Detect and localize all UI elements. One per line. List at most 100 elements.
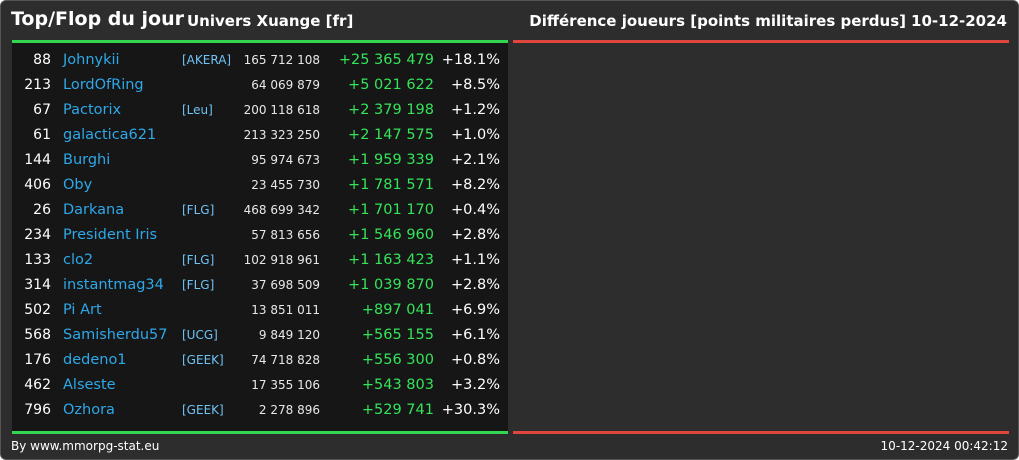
- military-points-lost: 17 355 106: [251, 378, 320, 392]
- player-rank: 61: [33, 127, 51, 143]
- alliance-tag[interactable]: [GEEK]: [182, 403, 224, 417]
- points-difference: +556 300: [361, 352, 434, 368]
- player-name-link[interactable]: clo2: [63, 252, 94, 268]
- player-rank: 462: [24, 377, 51, 393]
- player-name-link[interactable]: Oby: [63, 177, 93, 193]
- player-rank: 88: [33, 52, 51, 68]
- table-row: 502 Pi Art 13 851 011 +897 041 +6.9%: [12, 298, 508, 323]
- military-points-lost: 165 712 108: [243, 53, 320, 67]
- player-rank: 213: [24, 77, 51, 93]
- bottom-divider-green: [12, 431, 508, 434]
- top-divider-green: [12, 40, 508, 43]
- military-points-lost: 9 849 120: [258, 328, 320, 342]
- alliance-tag[interactable]: [GEEK]: [182, 353, 224, 367]
- date-label: 10-12-2024: [911, 12, 1007, 30]
- points-difference: +543 803: [361, 377, 434, 393]
- player-rank: 67: [33, 102, 51, 118]
- player-name-link[interactable]: dedeno1: [63, 352, 127, 368]
- percent-change: +2.1%: [451, 152, 500, 168]
- percent-change: +2.8%: [451, 277, 500, 293]
- points-difference: +5 021 622: [348, 77, 434, 93]
- alliance-tag[interactable]: [FLG]: [182, 203, 215, 217]
- table-row: 144 Burghi 95 974 673 +1 959 339 +2.1%: [12, 148, 508, 173]
- player-name-link[interactable]: Darkana: [63, 202, 125, 218]
- player-name-link[interactable]: instantmag34: [63, 277, 164, 293]
- military-points-lost: 64 069 879: [251, 78, 320, 92]
- percent-change: +1.0%: [451, 127, 500, 143]
- alliance-tag[interactable]: [Leu]: [182, 103, 213, 117]
- points-difference: +529 741: [361, 402, 434, 418]
- player-name-link[interactable]: Ozhora: [63, 402, 115, 418]
- percent-change: +3.2%: [451, 377, 500, 393]
- alliance-tag[interactable]: [FLG]: [182, 253, 215, 267]
- player-rank: 568: [24, 327, 51, 343]
- table-row: 67 Pactorix [Leu] 200 118 618 +2 379 198 +1.2…: [12, 98, 508, 123]
- player-name-link[interactable]: Pactorix: [63, 102, 122, 118]
- table-row: 133 clo2 [FLG] 102 918 961 +1 163 423 +1.1%: [12, 248, 508, 273]
- military-points-lost: 57 813 656: [251, 228, 320, 242]
- player-name-link[interactable]: LordOfRing: [63, 77, 144, 93]
- player-rank: 26: [33, 202, 51, 218]
- points-difference: +1 959 339: [348, 152, 434, 168]
- player-name-link[interactable]: Johnykii: [63, 52, 120, 68]
- alliance-tag[interactable]: [AKERA]: [182, 53, 232, 67]
- table-row: 462 Alseste 17 355 106 +543 803 +3.2%: [12, 373, 508, 398]
- points-difference: +1 039 870: [348, 277, 434, 293]
- player-rank: 176: [24, 352, 51, 368]
- bottom-divider-red: [513, 431, 1009, 434]
- player-name-link[interactable]: Burghi: [63, 152, 111, 168]
- points-difference: +1 163 423: [348, 252, 434, 268]
- table-row: 88 Johnykii [AKERA] 165 712 108 +25 365 479 +…: [12, 48, 508, 73]
- military-points-lost: 200 118 618: [243, 103, 320, 117]
- percent-change: +6.9%: [451, 302, 500, 318]
- percent-change: +30.3%: [441, 402, 500, 418]
- generated-timestamp: 10-12-2024 00:42:12: [880, 439, 1008, 453]
- player-name-link[interactable]: Pi Art: [63, 302, 102, 318]
- player-name-link[interactable]: President Iris: [63, 227, 158, 243]
- points-difference: +1 701 170: [348, 202, 434, 218]
- player-rank: 502: [24, 302, 51, 318]
- military-points-lost: 23 455 730: [251, 178, 320, 192]
- player-rank: 133: [24, 252, 51, 268]
- military-points-lost: 468 699 342: [243, 203, 320, 217]
- percent-change: +18.1%: [441, 52, 500, 68]
- percent-change: +0.4%: [451, 202, 500, 218]
- universe-label: Univers Xuange [fr]: [187, 12, 354, 30]
- table-row: 314 instantmag34 [FLG] 37 698 509 +1 039 870…: [12, 273, 508, 298]
- table-row: 61 galactica621 213 323 250 +2 147 575 +1.0%: [12, 123, 508, 148]
- page-title: Top/Flop du jour: [11, 8, 184, 30]
- flop-players-panel: [513, 43, 1009, 431]
- military-points-lost: 2 278 896: [258, 403, 320, 417]
- player-name-link[interactable]: Alseste: [63, 377, 116, 393]
- alliance-tag[interactable]: [FLG]: [182, 278, 215, 292]
- percent-change: +2.8%: [451, 227, 500, 243]
- top-players-table: 88 Johnykii [AKERA] 165 712 108 +25 365 479 +…: [12, 43, 508, 431]
- alliance-tag[interactable]: [UCG]: [182, 328, 218, 342]
- player-name-link[interactable]: Samisherdu57: [63, 327, 168, 343]
- percent-change: +8.5%: [451, 77, 500, 93]
- flop-divider-red: [513, 40, 1009, 43]
- player-rank: 796: [24, 402, 51, 418]
- percent-change: +6.1%: [451, 327, 500, 343]
- percent-change: +1.2%: [451, 102, 500, 118]
- percent-change: +8.2%: [451, 177, 500, 193]
- military-points-lost: 74 718 828: [251, 353, 320, 367]
- table-row: 26 Darkana [FLG] 468 699 342 +1 701 170 +0.4%: [12, 198, 508, 223]
- percent-change: +0.8%: [451, 352, 500, 368]
- points-difference: +897 041: [361, 302, 434, 318]
- table-row: 213 LordOfRing 64 069 879 +5 021 622 +8.5%: [12, 73, 508, 98]
- table-row: 568 Samisherdu57 [UCG] 9 849 120 +565 155 +6.…: [12, 323, 508, 348]
- metric-label: Différence joueurs [points militaires pe…: [529, 12, 906, 30]
- table-row: 406 Oby 23 455 730 +1 781 571 +8.2%: [12, 173, 508, 198]
- player-name-link[interactable]: galactica621: [63, 127, 157, 143]
- points-difference: +1 781 571: [348, 177, 434, 193]
- points-difference: +25 365 479: [338, 52, 434, 68]
- table-row: 176 dedeno1 [GEEK] 74 718 828 +556 300 +0.8%: [12, 348, 508, 373]
- military-points-lost: 213 323 250: [243, 128, 320, 142]
- table-row: 796 Ozhora [GEEK] 2 278 896 +529 741 +30.3%: [12, 398, 508, 423]
- points-difference: +565 155: [361, 327, 434, 343]
- source-credit: By www.mmorpg-stat.eu: [11, 439, 160, 453]
- player-rank: 234: [24, 227, 51, 243]
- military-points-lost: 102 918 961: [243, 253, 320, 267]
